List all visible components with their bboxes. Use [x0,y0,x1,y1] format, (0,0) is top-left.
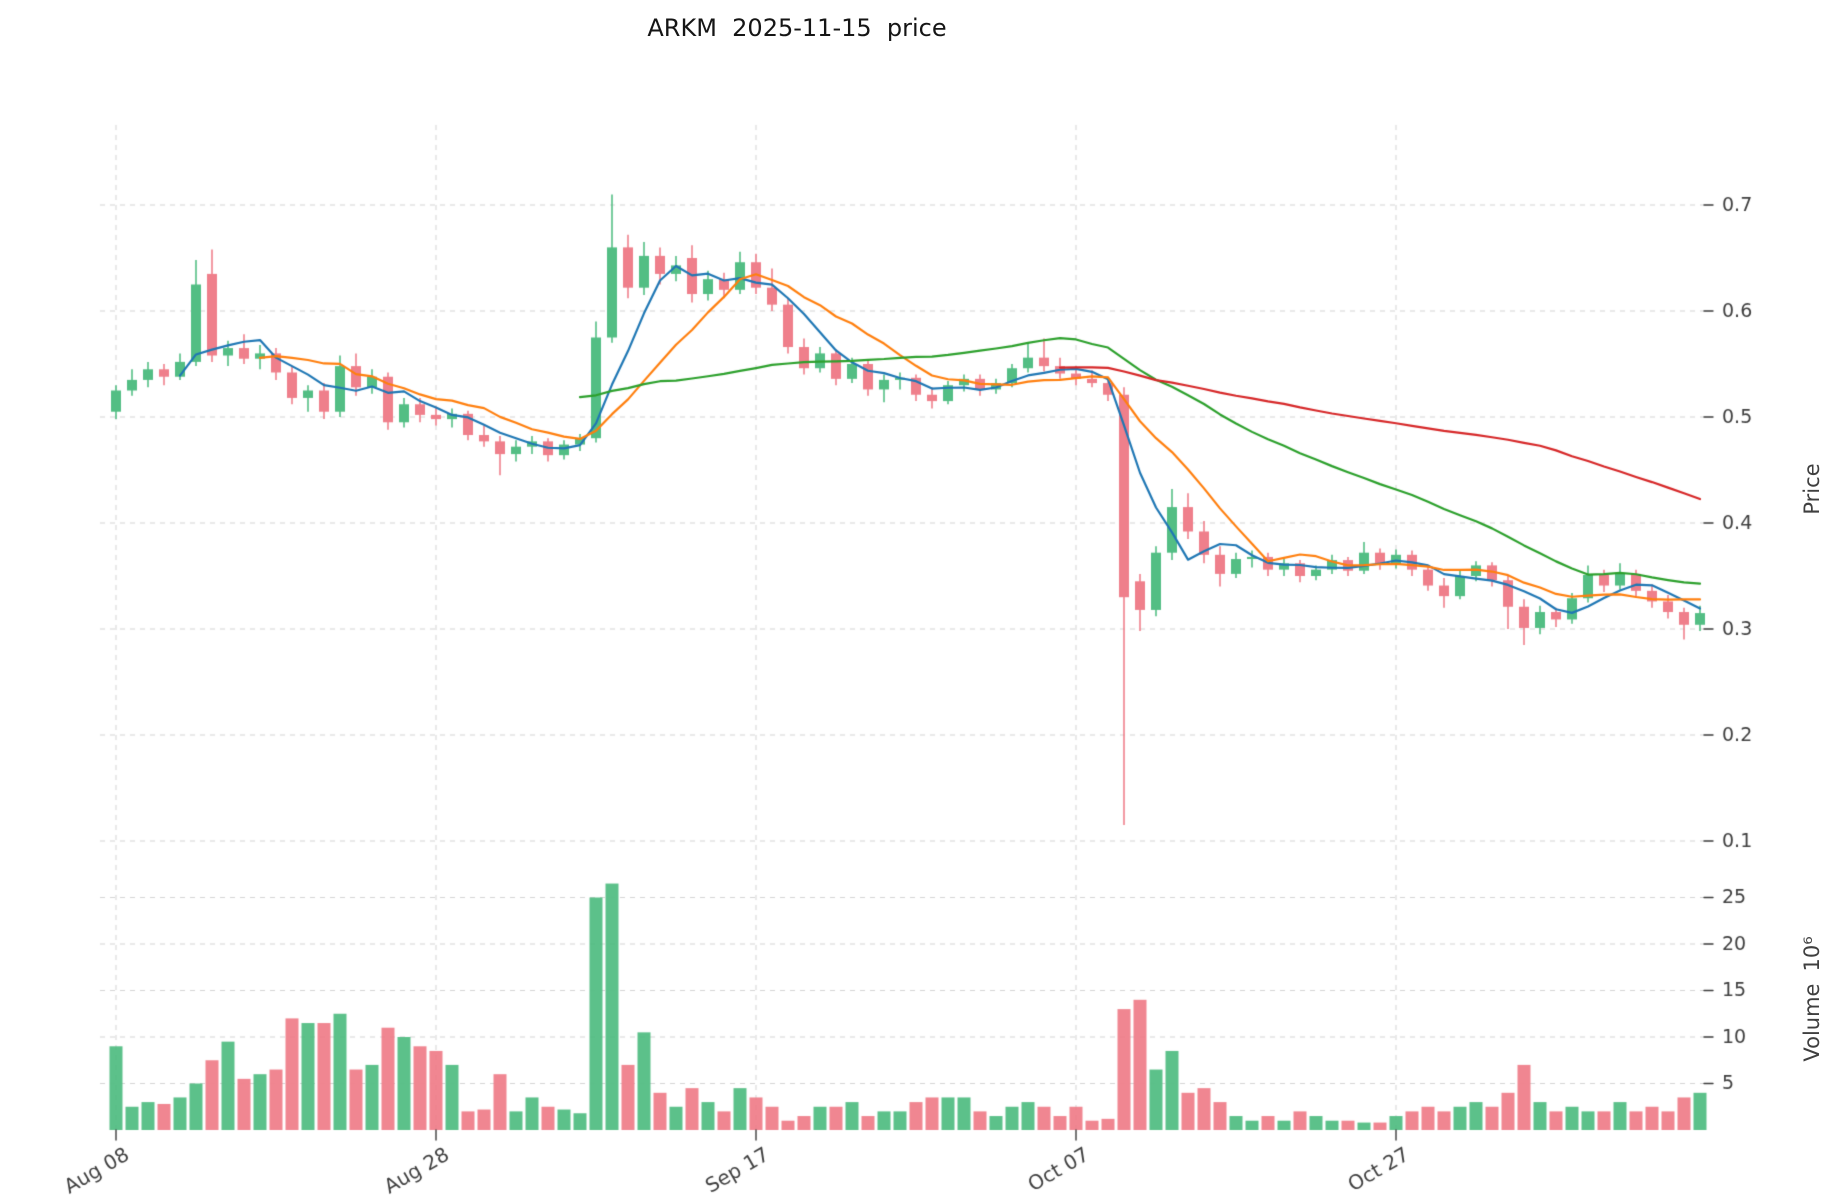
chart-title: ARKM 2025-11-15 price [647,14,947,42]
price-axis-label: Price [1800,463,1824,515]
volume-axis-label: Volume 10⁶ [1800,936,1824,1061]
volume-axis-scale: 10⁶ [1800,936,1824,972]
volume-axis-word: Volume [1800,983,1824,1062]
